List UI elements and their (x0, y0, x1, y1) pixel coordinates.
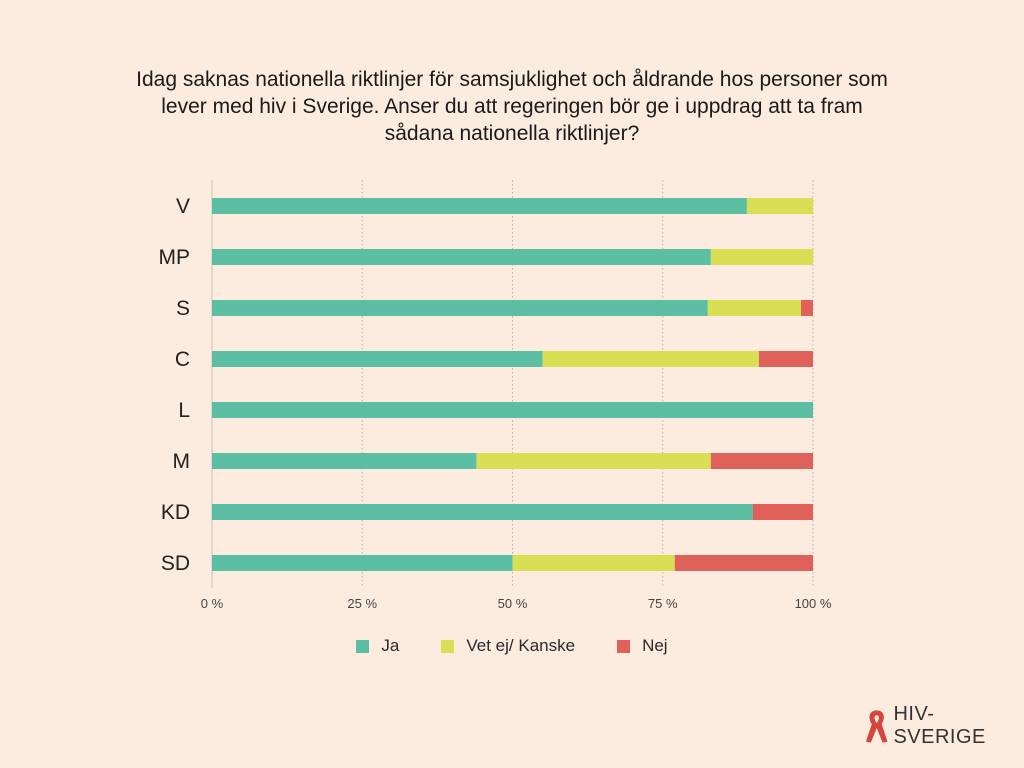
chart-title-line-2: lever med hiv i Sverige. Anser du att re… (161, 95, 863, 118)
category-label-m: M (173, 450, 191, 473)
legend-swatch-0 (356, 639, 370, 653)
bar-mp-series-0 (212, 249, 711, 265)
category-label-kd: KD (161, 501, 190, 524)
hiv-sverige-logo: HIV-SVERIGE (864, 703, 1024, 749)
chart-title-line-1: Idag saknas nationella riktlinjer för sa… (136, 68, 888, 91)
bar-s-series-2 (800, 300, 813, 316)
legend-label-1: Vet ej/ Kanske (466, 636, 576, 655)
x-tick-label-0: 0 % (201, 596, 224, 611)
x-tick-label-3: 75 % (648, 596, 678, 611)
bar-c-series-2 (758, 351, 813, 367)
chart-title-line-3: sådana nationella riktlinjer? (384, 122, 640, 145)
category-label-sd: SD (161, 552, 190, 575)
logo-text: HIV-SVERIGE (893, 703, 986, 748)
category-label-l: L (178, 399, 190, 422)
category-label-c: C (175, 348, 190, 371)
bar-m-series-1 (476, 453, 711, 469)
bar-m-series-2 (710, 453, 813, 469)
bar-sd-series-0 (212, 555, 513, 571)
bar-kd-series-0 (212, 504, 753, 520)
bar-c-series-1 (542, 351, 759, 367)
bar-sd-series-1 (512, 555, 675, 571)
bar-kd-series-2 (752, 504, 813, 520)
chart-title: Idag saknas nationella riktlinjer för sa… (60, 66, 964, 147)
legend-swatch-2 (617, 639, 631, 653)
x-tick-label-2: 50 % (498, 596, 528, 611)
category-label-v: V (176, 195, 190, 218)
legend-item-0: Ja (356, 636, 399, 656)
bar-s-series-1 (707, 300, 801, 316)
x-tick-label-4: 100 % (795, 596, 832, 611)
legend-label-2: Nej (642, 636, 668, 655)
chart-legend: Ja Vet ej/ Kanske Nej (0, 636, 1024, 656)
bar-c-series-0 (212, 351, 543, 367)
legend-label-0: Ja (381, 636, 400, 655)
legend-item-1: Vet ej/ Kanske (441, 636, 575, 656)
bar-m-series-0 (212, 453, 477, 469)
legend-swatch-1 (441, 639, 455, 653)
category-label-s: S (176, 297, 190, 320)
bar-v-series-0 (212, 198, 747, 214)
bar-mp-series-1 (710, 249, 813, 265)
bar-sd-series-2 (674, 555, 813, 571)
x-tick-label-1: 25 % (347, 596, 377, 611)
bar-l-series-0 (212, 402, 813, 418)
red-ribbon-icon (865, 710, 888, 743)
bar-v-series-1 (746, 198, 813, 214)
legend-item-2: Nej (617, 636, 668, 656)
category-label-mp: MP (159, 246, 191, 269)
bar-s-series-0 (212, 300, 708, 316)
stacked-bar-chart: 0 % 25 % 50 % 75 % 100 % V MP S C L M KD SD (159, 180, 832, 611)
